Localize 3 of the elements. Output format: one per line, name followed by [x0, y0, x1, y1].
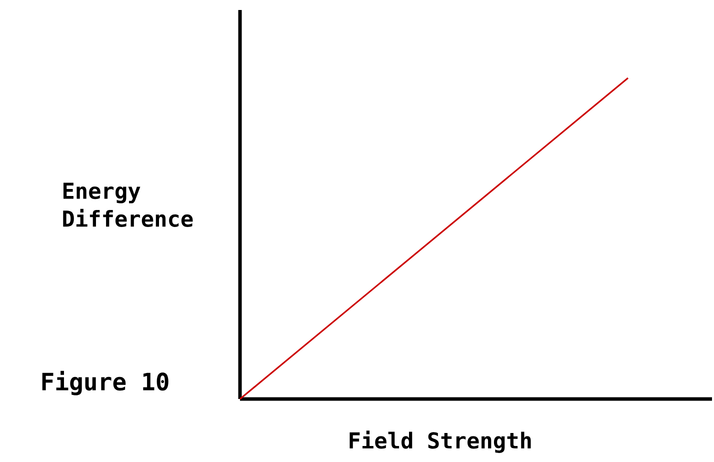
y-axis-title: Energy Difference	[63, 182, 193, 227]
x-axis-title: Field Strength	[350, 430, 531, 453]
caption: Figure 10	[42, 370, 168, 396]
